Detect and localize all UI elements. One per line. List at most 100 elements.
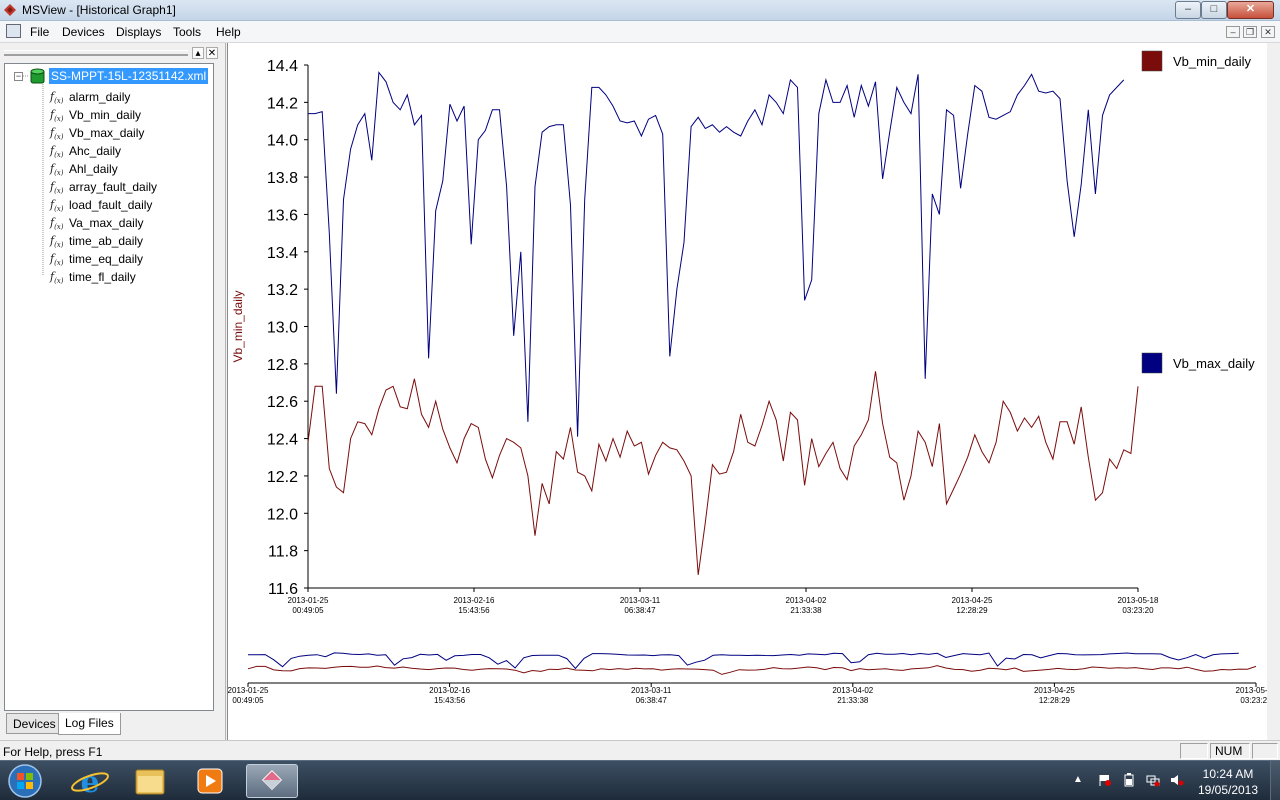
menu-displays[interactable]: Displays: [116, 25, 162, 39]
x-tick-label-time: 03:23:20: [1122, 606, 1154, 615]
y-tick-label: 11.6: [268, 581, 298, 598]
status-indicator-blank: [1180, 743, 1208, 759]
tab-log-files[interactable]: Log Files: [58, 713, 121, 735]
historical-graph: 14.4 14.2 14.0 13.8 13.6 13.4 13.2 13.0 12.8 12.6…: [227, 43, 1280, 740]
function-icon: f(x): [50, 108, 64, 124]
tree-connector-lines: [23, 75, 44, 275]
battery-icon[interactable]: [1122, 773, 1136, 787]
maximize-button[interactable]: □: [1201, 1, 1227, 19]
volume-muted-icon[interactable]: [1170, 773, 1184, 787]
overview-x-tick-label-date: 2013-01-25: [228, 686, 269, 695]
y-tick-label: 11.8: [268, 544, 298, 561]
tree-item-label: Ahl_daily: [69, 162, 118, 176]
overview-x-tick-label-date: 2013-03-11: [631, 686, 672, 695]
y-tick-label: 14.4: [267, 58, 298, 75]
menu-devices[interactable]: Devices: [62, 25, 105, 39]
status-indicator-blank-2: [1252, 743, 1278, 759]
function-icon: f(x): [50, 270, 64, 286]
window-title: MSView - [Historical Graph1]: [22, 3, 176, 17]
x-tick-label-date: 2013-04-25: [952, 596, 993, 605]
tab-devices[interactable]: Devices: [6, 713, 63, 734]
mdi-close-icon[interactable]: ✕: [1261, 26, 1275, 38]
menu-file[interactable]: File: [30, 25, 50, 39]
tree-item-label: alarm_daily: [69, 90, 131, 104]
x-tick-label-date: 2013-02-16: [454, 596, 495, 605]
pane-grip-line: [4, 53, 188, 56]
x-tick-label-time: 00:49:05: [292, 606, 324, 615]
tree-item-label: load_fault_daily: [69, 198, 153, 212]
tree-item-label: Va_max_daily: [69, 216, 144, 230]
file-explorer-icon[interactable]: [124, 764, 176, 798]
show-desktop-button[interactable]: [1270, 761, 1280, 800]
y-tick-label: 13.6: [267, 207, 298, 224]
tree-item-label: time_eq_daily: [69, 252, 144, 266]
y-tick-label: 12.4: [267, 432, 298, 449]
x-tick-label-time: 12:28:29: [956, 606, 988, 615]
action-center-flag-icon[interactable]: [1098, 773, 1112, 787]
start-orb-icon[interactable]: [4, 762, 46, 800]
taskbar: e ▲ 10:24 AM 19/05/2013: [0, 760, 1280, 800]
vertical-scrollbar[interactable]: [1267, 43, 1280, 740]
function-icon: f(x): [50, 90, 64, 106]
overview-series-line-Vb_max_daily: [248, 652, 1239, 670]
mdi-minimize-icon[interactable]: –: [1226, 26, 1240, 38]
tree-collapse-toggle[interactable]: −: [14, 71, 23, 81]
media-player-icon[interactable]: [184, 764, 236, 798]
internet-explorer-icon[interactable]: e: [64, 764, 116, 798]
status-bar: For Help, press F1 NUM: [0, 740, 1280, 760]
tree-item-label: time_ab_daily: [69, 234, 144, 248]
y-tick-label: 14.2: [267, 95, 298, 112]
tray-expand-icon[interactable]: ▲: [1073, 774, 1083, 785]
y-tick-label: 14.0: [267, 133, 298, 150]
x-tick-label-date: 2013-04-02: [786, 596, 827, 605]
overview-x-tick-label-time: 03:23:20: [1240, 696, 1268, 705]
pane-pin-icon[interactable]: ▴: [192, 47, 204, 59]
overview-x-tick-label-time: 21:33:38: [837, 696, 869, 705]
pane-grip[interactable]: [4, 50, 188, 55]
overview-x-tick-label-time: 06:38:47: [636, 696, 668, 705]
msview-app-icon[interactable]: [3, 3, 17, 17]
y-tick-label: 13.0: [267, 320, 298, 337]
legend-swatch-Vb_min_daily: [1141, 50, 1163, 72]
menu-tools[interactable]: Tools: [173, 25, 202, 39]
tree-item-label: Vb_max_daily: [69, 126, 145, 140]
tree-item-label: Ahc_daily: [69, 144, 122, 158]
chart-canvas[interactable]: 14.4 14.2 14.0 13.8 13.6 13.4 13.2 13.0 12.8 12.6…: [228, 43, 1268, 740]
x-tick-label-date: 2013-03-11: [620, 596, 661, 605]
document-icon[interactable]: [6, 24, 21, 38]
menu-help[interactable]: Help: [216, 25, 241, 39]
tree-item-label: time_fl_daily: [69, 270, 136, 284]
database-file-icon: [30, 68, 45, 84]
function-icon: f(x): [50, 162, 64, 178]
x-tick-label-date: 2013-05-18: [1118, 596, 1159, 605]
overview-x-tick-label-time: 00:49:05: [232, 696, 264, 705]
function-icon: f(x): [50, 252, 64, 268]
legend-label-Vb_max_daily: Vb_max_daily: [1173, 356, 1255, 371]
function-icon: f(x): [50, 216, 64, 232]
y-tick-label: 12.0: [267, 506, 298, 523]
network-icon[interactable]: [1146, 773, 1160, 787]
series-line-Vb_max_daily: [308, 71, 1125, 437]
clock-date[interactable]: 19/05/2013: [1197, 783, 1259, 797]
series-line-Vb_min_daily: [307, 371, 1139, 575]
y-axis-label: Vb_min_daily: [231, 290, 245, 362]
clock-time[interactable]: 10:24 AM: [1202, 767, 1254, 781]
legend-swatch-Vb_max_daily: [1141, 352, 1163, 374]
minimize-button[interactable]: –: [1175, 1, 1201, 19]
pane-close-icon[interactable]: ✕: [206, 47, 218, 59]
function-icon: f(x): [50, 144, 64, 160]
x-tick-label-time: 15:43:56: [458, 606, 490, 615]
close-button[interactable]: ✕: [1227, 1, 1274, 19]
mdi-restore-icon[interactable]: ❐: [1243, 26, 1257, 38]
tree-item-label: array_fault_daily: [69, 180, 158, 194]
status-num-indicator: NUM: [1210, 743, 1250, 759]
overview-x-tick-label-date: 2013-05-18: [1236, 686, 1268, 695]
x-tick-label-date: 2013-01-25: [288, 596, 329, 605]
function-icon: f(x): [50, 234, 64, 250]
tree-root-file[interactable]: SS-MPPT-15L-12351142.xml: [49, 68, 209, 84]
x-tick-label-time: 06:38:47: [624, 606, 656, 615]
overview-x-tick-label-time: 15:43:56: [434, 696, 466, 705]
msview-taskbar-icon[interactable]: [246, 764, 298, 798]
function-icon: f(x): [50, 126, 64, 142]
y-tick-label: 13.4: [267, 245, 298, 262]
